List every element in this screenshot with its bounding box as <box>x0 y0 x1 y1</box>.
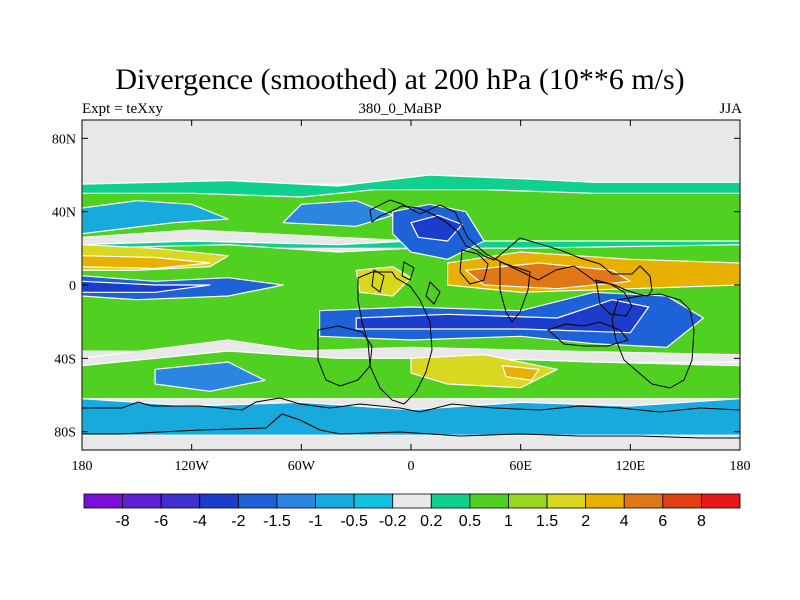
colorbar-swatch <box>546 493 587 509</box>
experiment-label: Expt = teXxy <box>82 101 163 117</box>
period-label: 380_0_MaBP <box>358 101 442 117</box>
colorbar-swatch <box>353 493 394 509</box>
field-asia-conv-core <box>410 214 463 242</box>
lon-tick-label: 120E <box>616 459 646 474</box>
colorbar-label: -1.5 <box>263 513 291 530</box>
coastline-arabia <box>459 249 489 285</box>
colorbar-swatch <box>83 493 123 509</box>
colorbar-swatch <box>276 493 316 509</box>
colorbar-swatch <box>508 493 548 509</box>
lon-tick-label: 60W <box>288 459 316 474</box>
divergence-field <box>82 120 740 450</box>
colorbar-label: 2 <box>581 513 590 530</box>
lon-tick-label: 120W <box>175 459 210 474</box>
colorbar-label: -4 <box>193 513 207 530</box>
colorbar-swatch <box>469 493 509 509</box>
colorbar-label: 1 <box>504 513 513 530</box>
lat-tick-label: 40N <box>52 206 76 221</box>
coastline-antarctica-south <box>82 413 740 439</box>
colorbar-swatch <box>392 493 432 509</box>
colorbar-label: 0.2 <box>420 513 442 530</box>
colorbar-swatch <box>623 493 664 509</box>
coastline-maritime <box>547 321 629 347</box>
colorbar-label: -0.2 <box>379 513 407 530</box>
colorbar-label: 0.5 <box>459 513 481 530</box>
colorbar-swatch <box>701 493 741 509</box>
field-gap-line <box>82 229 412 246</box>
lat-tick-label: 80N <box>52 132 76 147</box>
lat-tick-label: 80S <box>54 426 76 441</box>
lat-tick-label: 0 <box>69 279 76 294</box>
field-south-conv-patch <box>154 361 266 392</box>
colorbar-label: -6 <box>154 513 168 530</box>
colorbar-swatch <box>662 493 702 509</box>
colorbar-swatch <box>585 493 625 509</box>
lon-tick-label: 180 <box>72 459 93 474</box>
colorbar-label: 4 <box>620 513 629 530</box>
coastline-southeast-asia <box>595 279 633 317</box>
coastline-islands <box>371 261 441 305</box>
coastline-eurasia <box>369 199 653 297</box>
colorbar-label: 6 <box>658 513 667 530</box>
field-pacific-conv-arc <box>82 200 229 235</box>
field-equatorial-div-core <box>465 262 631 290</box>
field-atlantic-div <box>355 266 412 297</box>
coastlines <box>82 199 740 439</box>
colorbar-label: -8 <box>115 513 129 530</box>
lon-tick-label: 180 <box>730 459 751 474</box>
coastline-south-america <box>317 325 373 387</box>
colorbar-label: 8 <box>697 513 706 530</box>
lon-tick-label: 60E <box>509 459 532 474</box>
field-pacific-div-core <box>82 255 211 270</box>
colorbar-label: -1 <box>308 513 322 530</box>
coastline-australia <box>611 293 695 389</box>
colorbar-swatch <box>315 493 355 509</box>
coastline-india <box>499 261 531 323</box>
map-title: Divergence (smoothed) at 200 hPa (10**6 … <box>115 63 685 96</box>
coastline-africa <box>357 271 433 405</box>
field-polar-south-gap <box>82 434 740 450</box>
map-plot-area <box>82 120 740 450</box>
colorbar-label: -2 <box>231 513 245 530</box>
longitude-axis: 180 120W 60W 0 60E 120E 180 <box>72 120 751 474</box>
colorbar-swatch <box>237 493 278 509</box>
field-tropical-conv-core <box>82 280 211 293</box>
colorbar-label: -0.5 <box>340 513 368 530</box>
field-atlantic-conv-arc <box>282 200 394 227</box>
colorbar-swatch <box>430 493 471 509</box>
coastline-antarctica <box>82 397 740 413</box>
colorbar: -8 -6 -4 -2 -1.5 -1 -0.5 -0.2 0.2 0.5 1 1.5 2 4 6 8 <box>83 493 741 530</box>
colorbar-swatch <box>199 493 239 509</box>
lat-tick-label: 40S <box>54 352 76 367</box>
field-polar-north-gap <box>82 120 740 185</box>
field-south-div-patch <box>410 354 558 389</box>
field-south-conv-core <box>355 299 650 334</box>
latitude-axis: 80N 40N 0 40S 80S <box>52 132 740 441</box>
colorbar-label: 1.5 <box>536 513 558 530</box>
colorbar-swatch <box>160 493 201 509</box>
field-south-mid-green <box>82 350 740 400</box>
colorbar-swatch <box>122 493 162 509</box>
lon-tick-label: 0 <box>408 459 415 474</box>
season-label: JJA <box>719 101 742 117</box>
field-south-div-core <box>501 365 540 381</box>
